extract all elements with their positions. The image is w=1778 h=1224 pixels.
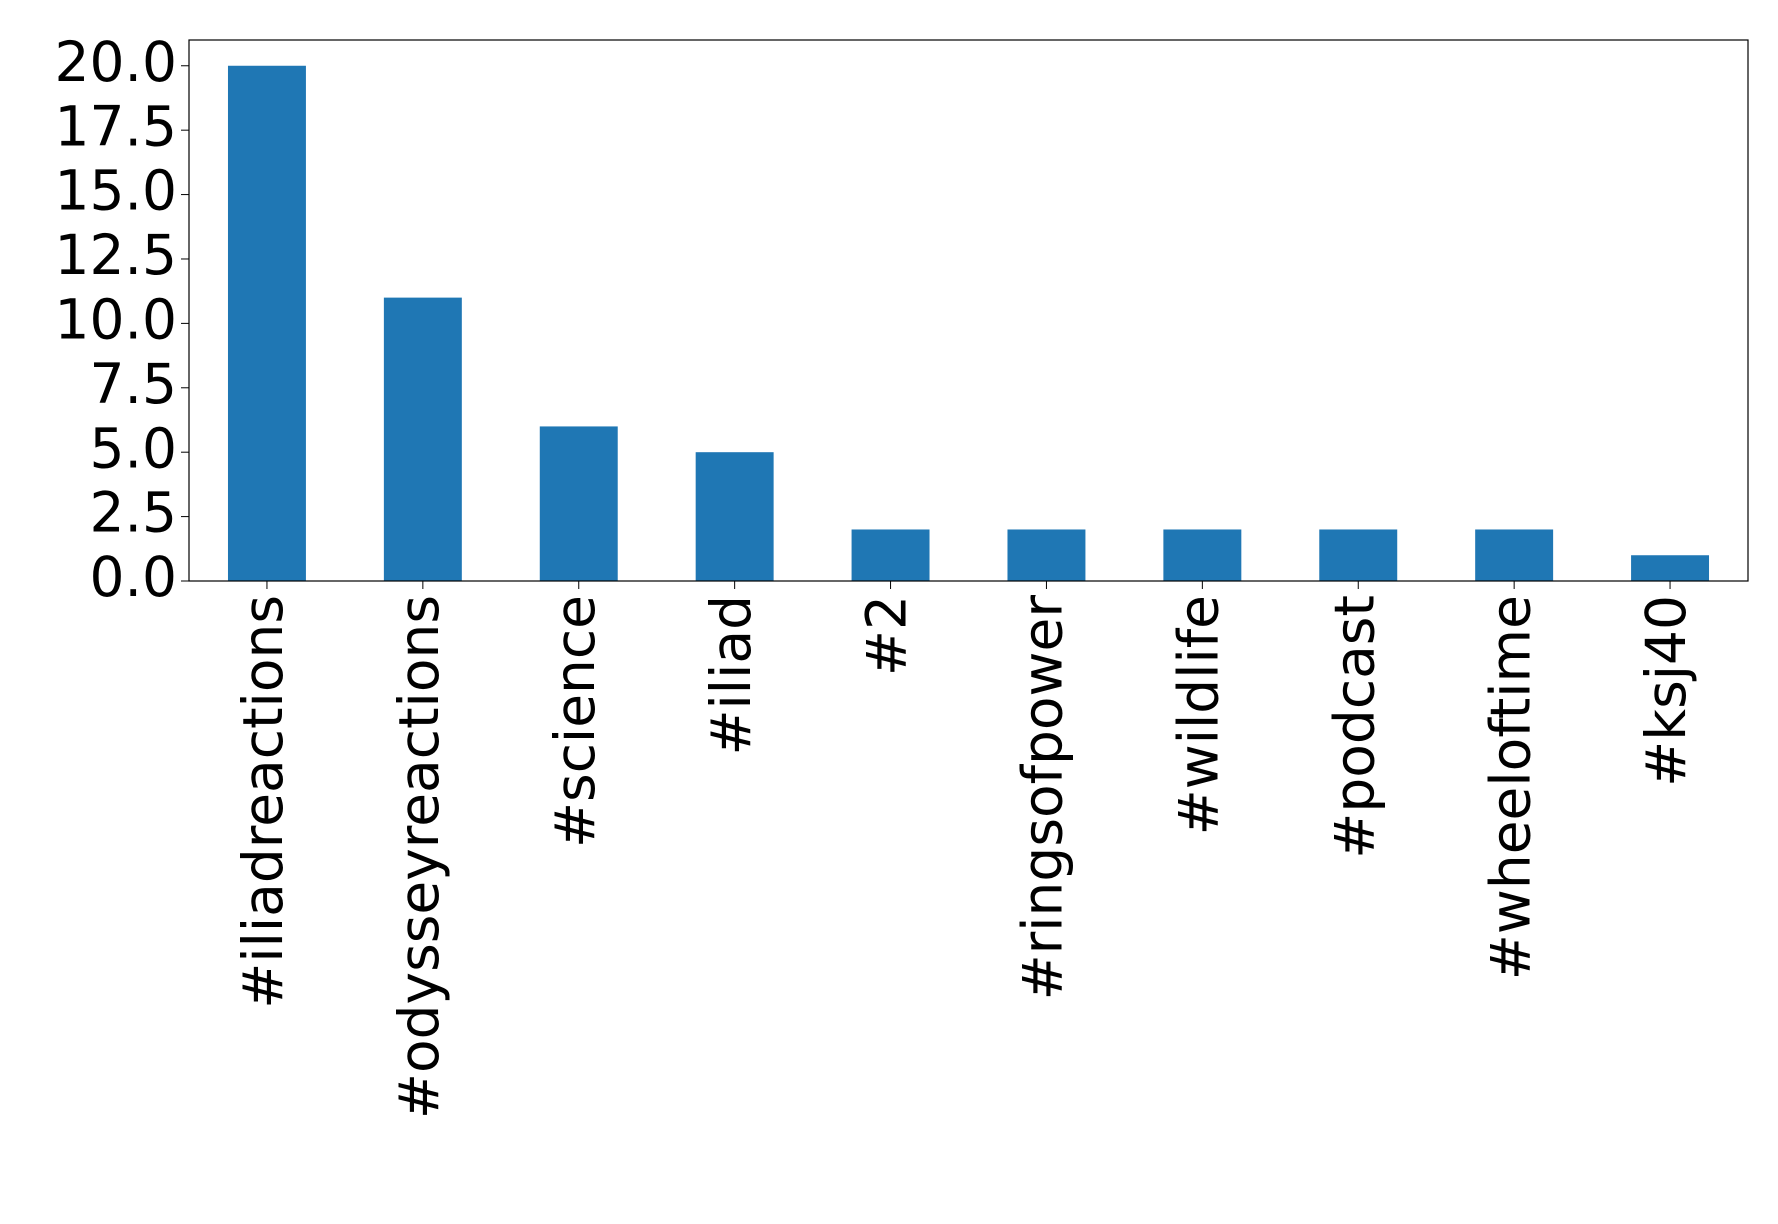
bar (383, 297, 462, 581)
y-tick-label: 10.0 (55, 288, 177, 352)
x-tick-label: #podcast (1322, 595, 1386, 859)
x-tick-label: #wheeloftime (1478, 595, 1542, 980)
bar (1163, 529, 1242, 581)
bar (1475, 529, 1554, 581)
x-tick-label: #iliad (699, 595, 763, 756)
bar (539, 426, 618, 581)
bar (1631, 555, 1710, 581)
y-tick-label: 20.0 (55, 30, 177, 94)
x-tick-label: #ringsofpower (1011, 595, 1075, 1001)
y-tick-label: 2.5 (90, 481, 177, 545)
x-tick-label: #2 (855, 595, 919, 676)
x-tick-label: #odysseyreactions (387, 595, 451, 1119)
x-tick-label: #wildlife (1166, 595, 1230, 835)
bar (695, 452, 774, 581)
x-tick-label: #science (543, 595, 607, 848)
bar (851, 529, 930, 581)
y-tick-label: 0.0 (90, 545, 177, 609)
plot-frame (188, 39, 1749, 582)
bar (227, 65, 306, 581)
y-tick-label: 5.0 (90, 416, 177, 480)
bar (1007, 529, 1086, 581)
y-tick-label: 17.5 (55, 94, 177, 158)
bar (1319, 529, 1398, 581)
y-tick-label: 12.5 (55, 223, 177, 287)
y-tick-label: 7.5 (90, 352, 177, 416)
x-tick-label: #iliadreactions (231, 595, 295, 1009)
y-tick-label: 15.0 (55, 159, 177, 223)
x-tick-label: #ksj40 (1634, 595, 1698, 787)
